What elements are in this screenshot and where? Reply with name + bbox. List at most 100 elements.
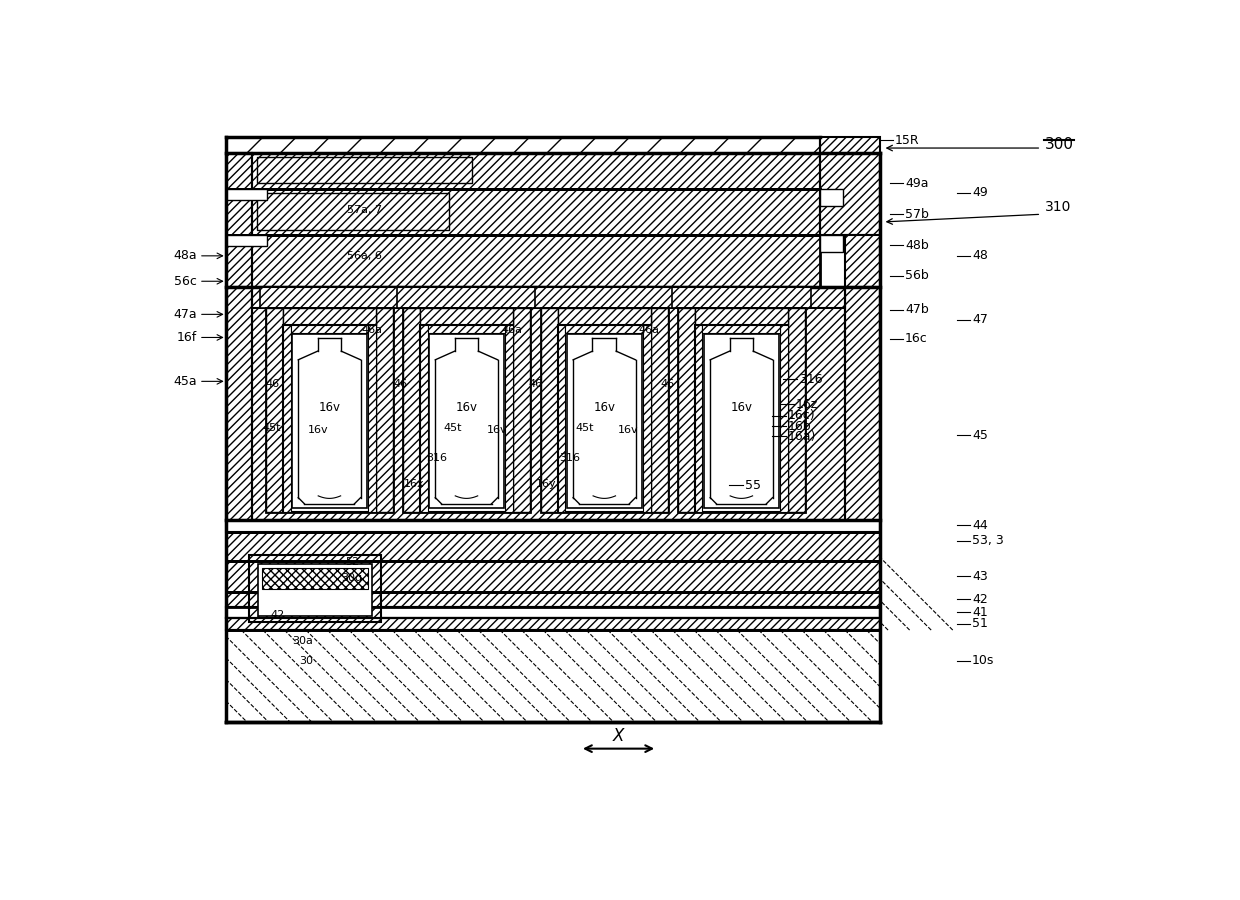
Bar [257, 157, 472, 184]
Bar [226, 189, 821, 235]
Text: 10s: 10s [972, 654, 994, 668]
Bar [821, 138, 880, 235]
Text: 46a: 46a [362, 325, 383, 335]
Text: 16v: 16v [593, 400, 615, 414]
Text: 51: 51 [972, 617, 988, 630]
Bar [262, 568, 368, 590]
Text: 310: 310 [1045, 200, 1071, 213]
Text: 44: 44 [972, 518, 988, 532]
Bar [420, 308, 513, 325]
Text: 16a): 16a) [787, 429, 816, 443]
Text: 42: 42 [972, 593, 988, 606]
Bar [644, 325, 651, 512]
Bar [265, 308, 283, 512]
Text: 42: 42 [270, 609, 284, 620]
Bar [403, 308, 420, 512]
Bar [226, 235, 821, 286]
Bar [694, 325, 703, 512]
Bar [226, 235, 268, 246]
Text: 45t: 45t [443, 423, 461, 433]
Bar [420, 325, 428, 512]
Bar [541, 308, 558, 512]
Text: 56b: 56b [905, 269, 929, 283]
Text: 52: 52 [345, 557, 360, 567]
Text: 45: 45 [972, 428, 988, 442]
Bar [226, 591, 880, 607]
Bar [534, 286, 675, 308]
Bar [265, 308, 393, 512]
Bar [821, 189, 843, 206]
Bar [678, 308, 805, 512]
Text: 16c: 16c [905, 332, 928, 346]
Bar [283, 325, 290, 512]
Bar [672, 286, 811, 308]
Bar [429, 335, 503, 508]
Text: 300: 300 [1045, 138, 1074, 152]
Text: 16v: 16v [486, 425, 507, 435]
Bar [283, 325, 376, 512]
Bar [651, 308, 668, 512]
Text: 47b: 47b [905, 303, 929, 316]
Text: 30: 30 [299, 656, 312, 666]
Text: 16z: 16z [796, 398, 818, 411]
Bar [226, 153, 821, 189]
Text: 48: 48 [972, 249, 988, 262]
Bar [704, 335, 779, 508]
Bar [226, 286, 252, 520]
Bar [226, 138, 821, 153]
Text: 46a: 46a [502, 325, 523, 335]
Bar [376, 308, 393, 512]
Bar [397, 286, 536, 308]
Text: 55: 55 [745, 479, 761, 491]
Text: 45t: 45t [263, 423, 281, 433]
Bar [844, 286, 880, 520]
Bar [226, 189, 268, 200]
Bar [249, 554, 382, 623]
Text: 57b: 57b [905, 208, 929, 220]
Bar [694, 325, 787, 512]
Bar [368, 325, 376, 512]
Text: X: X [613, 726, 624, 744]
Bar [283, 308, 376, 325]
Bar [558, 308, 651, 325]
Text: 47a: 47a [172, 308, 197, 321]
Bar [567, 335, 641, 508]
Bar [403, 308, 529, 512]
Text: 45a: 45a [172, 374, 197, 388]
Text: 57a, 7: 57a, 7 [347, 204, 382, 214]
Text: 56c: 56c [174, 274, 197, 288]
Text: 43: 43 [972, 570, 988, 582]
Text: 16v: 16v [455, 400, 477, 414]
Text: 316: 316 [559, 454, 580, 464]
Text: 16f: 16f [176, 331, 197, 344]
Text: 316: 316 [799, 373, 822, 385]
Bar [252, 286, 844, 308]
Text: 47: 47 [972, 313, 988, 327]
Bar [226, 607, 880, 617]
Text: 16y: 16y [536, 479, 557, 489]
Bar [249, 554, 382, 623]
Text: 16v: 16v [618, 425, 639, 435]
Bar [694, 308, 787, 325]
Text: 49a: 49a [905, 177, 929, 190]
Bar [821, 235, 843, 252]
Bar [506, 325, 513, 512]
Text: 16v: 16v [319, 400, 341, 414]
Text: 15R: 15R [895, 134, 920, 147]
Bar [420, 325, 513, 512]
Bar [787, 308, 805, 512]
Bar [226, 153, 252, 286]
Text: 46: 46 [528, 379, 542, 389]
Bar [290, 325, 368, 333]
Text: 16v: 16v [308, 425, 329, 435]
Bar [226, 520, 880, 532]
Text: 30g: 30g [341, 572, 363, 582]
Text: 49: 49 [972, 186, 988, 199]
Bar [558, 325, 651, 512]
Text: 30a: 30a [293, 635, 314, 646]
Bar [226, 617, 880, 630]
Text: 53, 3: 53, 3 [972, 535, 1003, 547]
Text: 46: 46 [265, 379, 279, 389]
Bar [513, 308, 529, 512]
Bar [257, 157, 472, 184]
